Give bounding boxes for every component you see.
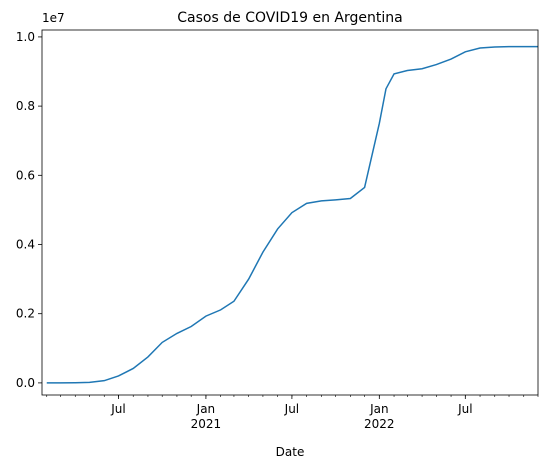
series-line — [46, 45, 538, 384]
y-tick-label: 0.4 — [16, 238, 35, 252]
plot-frame — [41, 29, 539, 396]
y-offset-label: 1e7 — [42, 11, 65, 25]
x-tick-label: Jan 2021 — [191, 402, 222, 431]
x-axis-label: Date — [276, 445, 305, 459]
x-tick-label: Jul — [457, 402, 472, 416]
y-tick-label: 0.6 — [16, 168, 35, 182]
y-tick-label: 0.0 — [16, 376, 35, 390]
x-tick-label: Jul — [110, 402, 125, 416]
x-tick-label: Jul — [284, 402, 299, 416]
chart-title: Casos de COVID19 en Argentina — [177, 10, 402, 26]
y-tick-label: 0.2 — [16, 307, 35, 321]
y-tick-label: 1.0 — [16, 30, 35, 44]
x-tick-label: Jan 2022 — [364, 402, 395, 431]
y-tick-label: 0.8 — [16, 99, 35, 113]
